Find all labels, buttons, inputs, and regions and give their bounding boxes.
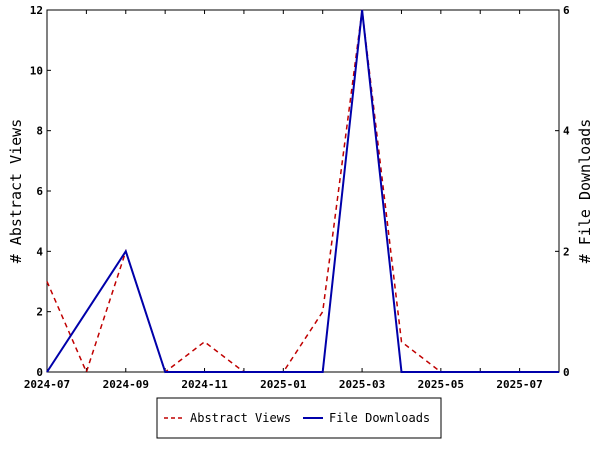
x-tick-label: 2024-11 bbox=[181, 378, 228, 391]
x-tick-label: 2025-03 bbox=[339, 378, 385, 391]
x-tick-label: 2024-09 bbox=[103, 378, 149, 391]
x-tick-label: 2025-07 bbox=[496, 378, 542, 391]
legend-label-file-downloads: File Downloads bbox=[329, 411, 430, 425]
left-tick-label: 10 bbox=[30, 64, 43, 77]
legend: Abstract Views File Downloads bbox=[156, 397, 442, 439]
left-tick-label: 6 bbox=[36, 185, 43, 198]
left-tick-label: 0 bbox=[36, 366, 43, 379]
right-axis-title: # File Downloads bbox=[576, 119, 594, 264]
legend-box bbox=[156, 397, 442, 439]
series-layer bbox=[46, 9, 559, 375]
left-tick-label: 8 bbox=[36, 125, 43, 138]
x-tick-label: 2024-07 bbox=[24, 378, 70, 391]
x-axis-ticks: 2024-07 2024-09 2024-11 2025-01 2025-03 2025-… bbox=[24, 10, 560, 391]
series-line-file-downloads bbox=[46, 9, 559, 373]
right-tick-label: 0 bbox=[563, 366, 570, 379]
left-tick-label: 4 bbox=[36, 245, 43, 258]
right-axis-ticks: 0 2 4 6 bbox=[555, 4, 570, 379]
right-tick-label: 2 bbox=[563, 245, 570, 258]
left-tick-label: 2 bbox=[36, 306, 43, 319]
series-line-abstract-views bbox=[46, 9, 559, 375]
left-axis-title: # Abstract Views bbox=[7, 119, 25, 264]
left-tick-label: 12 bbox=[30, 4, 43, 17]
plot-frame bbox=[46, 9, 560, 373]
right-tick-label: 6 bbox=[563, 4, 570, 17]
legend-label-abstract-views: Abstract Views bbox=[190, 411, 291, 425]
x-tick-label: 2025-05 bbox=[418, 378, 464, 391]
left-axis-ticks: 0 2 4 6 8 10 12 bbox=[30, 4, 51, 379]
x-tick-label: 2025-01 bbox=[260, 378, 307, 391]
right-tick-label: 4 bbox=[563, 125, 570, 138]
